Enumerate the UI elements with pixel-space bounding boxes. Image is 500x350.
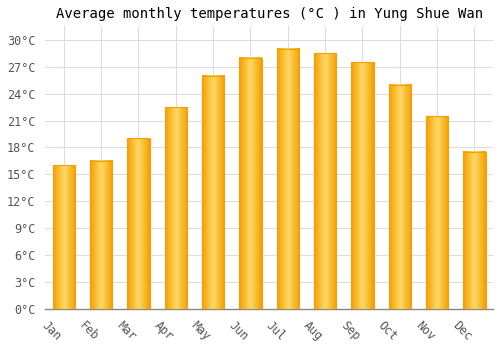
Title: Average monthly temperatures (°C ) in Yung Shue Wan: Average monthly temperatures (°C ) in Yu… — [56, 7, 482, 21]
Bar — [276, 49, 299, 309]
Bar — [202, 76, 224, 309]
Bar — [164, 107, 187, 309]
Bar — [314, 53, 336, 309]
Bar — [351, 62, 374, 309]
Bar — [52, 166, 75, 309]
Bar — [90, 161, 112, 309]
Bar — [426, 116, 448, 309]
Bar — [128, 139, 150, 309]
Bar — [463, 152, 485, 309]
Bar — [240, 58, 262, 309]
Bar — [388, 85, 411, 309]
